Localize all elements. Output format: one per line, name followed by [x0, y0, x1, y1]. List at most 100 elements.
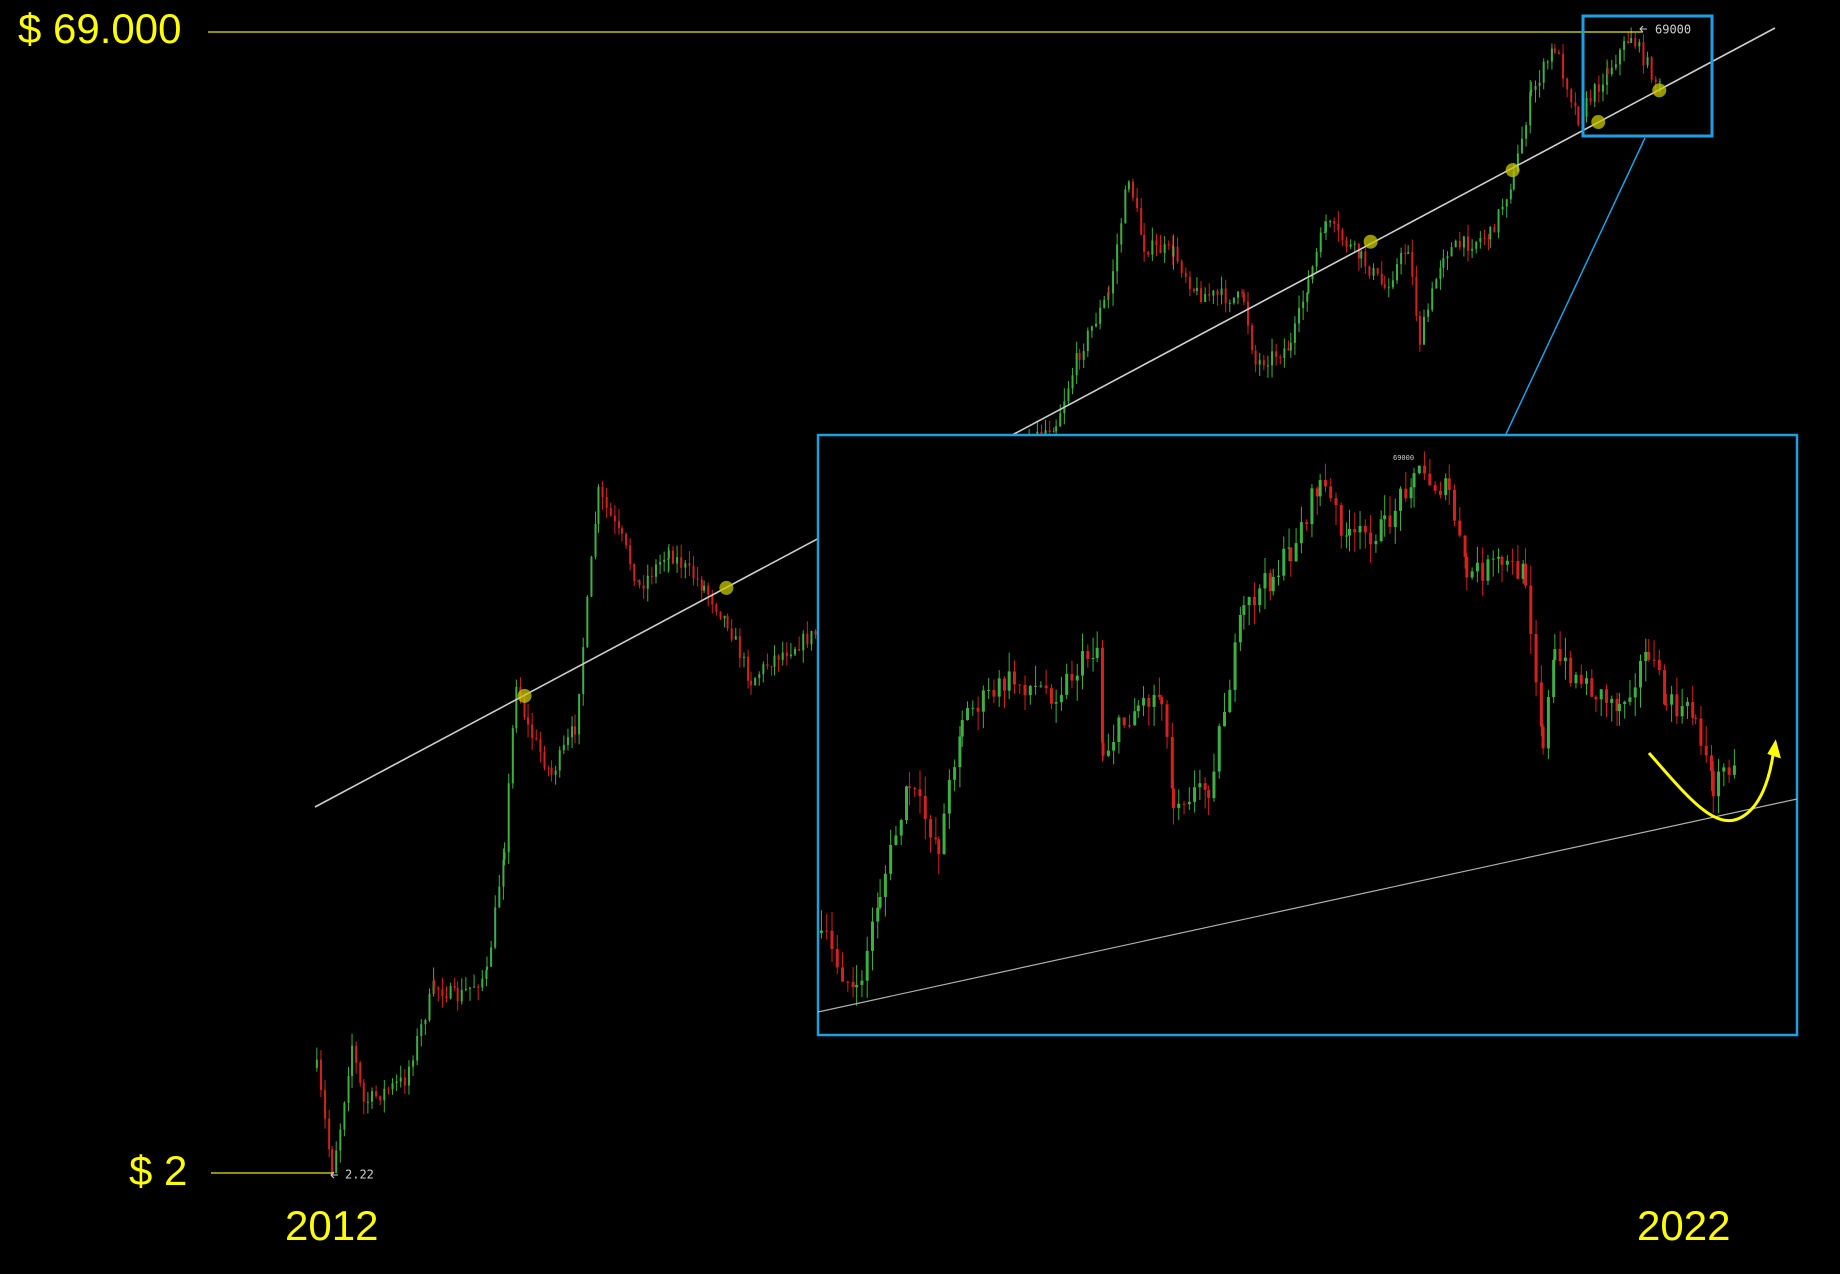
candle-body: [453, 985, 456, 988]
candle-body: [1246, 301, 1249, 326]
candle-body: [1172, 246, 1175, 257]
candle-body: [1404, 488, 1408, 499]
candle-body: [1262, 360, 1265, 366]
candle-body: [416, 1036, 419, 1061]
candle-body: [1193, 289, 1196, 291]
candle-body: [1417, 465, 1421, 474]
candle-body: [1208, 294, 1211, 296]
candle-body: [1223, 711, 1227, 727]
candle-body: [1376, 268, 1379, 274]
candle-body: [1306, 292, 1309, 302]
candle-body: [1318, 480, 1322, 497]
top-price-label: $ 69.000: [18, 5, 182, 52]
candle-body: [1372, 268, 1375, 276]
candle-body: [663, 559, 666, 563]
candle-body: [855, 984, 859, 988]
candle-body: [1470, 571, 1474, 578]
candle-body: [1577, 106, 1580, 125]
candle-body: [684, 563, 687, 568]
candle-body: [1614, 64, 1617, 68]
candle-body: [1241, 291, 1244, 293]
candle-body: [876, 907, 880, 922]
candle-body: [700, 579, 703, 591]
trend-line: [314, 27, 1776, 808]
candle-body: [1438, 490, 1442, 496]
inset-panel: [816, 433, 1799, 1037]
candle-body: [574, 726, 576, 735]
candle-body: [625, 533, 628, 546]
candle-body: [578, 694, 581, 735]
candle-body: [1562, 53, 1565, 79]
candle-body: [671, 550, 674, 564]
candle-body: [407, 1066, 410, 1086]
candle-body: [1364, 251, 1367, 267]
candle-body: [1220, 288, 1223, 295]
candle-body: [1323, 480, 1327, 487]
candle-body: [1538, 82, 1541, 86]
candle-body: [613, 515, 616, 522]
candle-body: [1542, 61, 1545, 83]
candle-body: [966, 707, 970, 721]
candle-body: [1120, 223, 1123, 245]
candle-body: [351, 1045, 354, 1076]
candle-body: [1486, 559, 1490, 581]
candle-body: [1610, 67, 1613, 75]
candle-body: [960, 720, 964, 737]
candle-body: [992, 689, 996, 697]
candle-body: [1311, 266, 1314, 280]
candle-body: [987, 689, 991, 691]
candle-body: [535, 737, 538, 740]
candle-body: [719, 611, 722, 619]
candle-body: [830, 930, 834, 949]
candle-body: [1023, 684, 1027, 696]
candle-body: [1509, 189, 1512, 200]
candle-body: [1428, 473, 1432, 486]
candle-body: [971, 707, 975, 709]
candle-body: [659, 562, 662, 565]
candle-body: [1054, 702, 1058, 704]
candle-body: [366, 1101, 369, 1103]
candle-body: [1112, 271, 1115, 294]
candle-body: [1147, 251, 1150, 255]
candle-body: [1279, 357, 1282, 359]
candle-body: [609, 508, 612, 516]
candle-body: [1187, 801, 1191, 805]
candle-body: [1415, 276, 1418, 317]
candle-body: [1431, 288, 1434, 310]
candle-body: [1380, 273, 1383, 284]
candle-body: [1078, 352, 1081, 360]
candle-body: [1638, 42, 1641, 47]
candle-body: [1140, 208, 1143, 235]
candle-body: [747, 656, 750, 681]
candle-body: [937, 839, 941, 855]
candle-body: [773, 655, 776, 667]
candle-body: [1647, 651, 1651, 660]
candle-body: [750, 680, 753, 686]
high-marker: 69000: [1655, 23, 1691, 37]
candle-body: [1628, 697, 1632, 702]
candle-body: [590, 556, 593, 597]
candle-body: [1095, 323, 1098, 327]
candle-body: [1298, 308, 1301, 324]
candle-body: [1368, 266, 1371, 276]
candle-body: [1251, 325, 1254, 351]
candle-body: [703, 585, 706, 591]
candle-body: [1399, 488, 1403, 511]
candle-body: [558, 750, 561, 771]
candle-body: [806, 633, 809, 645]
candle-body: [1100, 647, 1104, 743]
candle-body: [638, 580, 641, 586]
candle-body: [1294, 543, 1298, 562]
candle-body: [947, 779, 951, 814]
candle-body: [1133, 711, 1137, 726]
candle-body: [601, 486, 604, 497]
candle-body: [1589, 97, 1592, 102]
candle-body: [1654, 79, 1657, 82]
candle-body: [331, 1149, 334, 1173]
candle-body: [1516, 560, 1520, 579]
candle-body: [1152, 694, 1156, 707]
candle-body: [1524, 563, 1528, 586]
candle-body: [1412, 473, 1416, 488]
candle-body: [1615, 698, 1619, 712]
candle-body: [1204, 294, 1207, 303]
